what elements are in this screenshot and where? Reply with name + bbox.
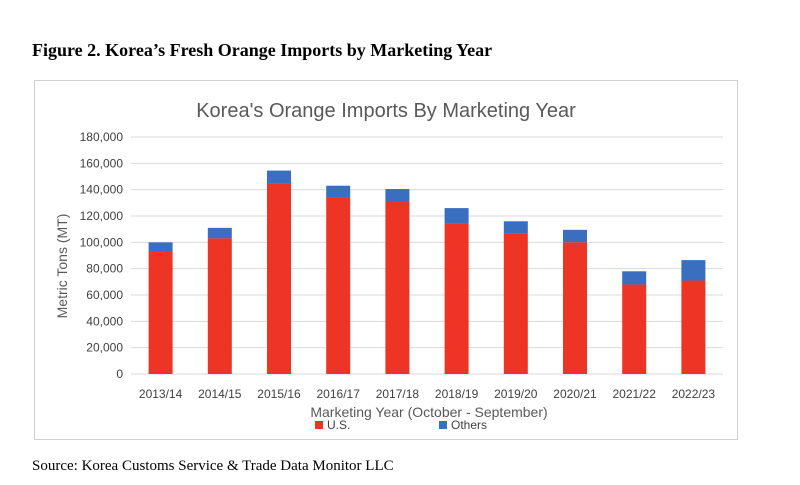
y-axis-label: Metric Tons (MT) [54, 214, 70, 319]
legend-label: Others [451, 418, 487, 432]
x-tick-label: 2022/23 [672, 387, 716, 401]
bar-others [385, 189, 410, 202]
bar-others [622, 271, 647, 285]
bar-us [503, 233, 528, 374]
bar-others [681, 260, 706, 281]
y-tick-label: 180,000 [80, 130, 124, 144]
x-tick-label: 2021/22 [613, 387, 657, 401]
bar-us [385, 201, 410, 374]
bar-us [563, 242, 587, 374]
x-tick-label: 2013/14 [139, 387, 183, 401]
y-tick-label: 80,000 [86, 262, 123, 276]
y-tick-label: 0 [116, 367, 123, 381]
figure-caption: Figure 2. Korea’s Fresh Orange Imports b… [32, 40, 493, 60]
legend-swatch [315, 421, 323, 429]
bar-us [207, 238, 232, 374]
y-tick-label: 160,000 [80, 156, 124, 170]
y-tick-label: 60,000 [86, 288, 123, 302]
bar-us [622, 284, 647, 374]
bar-us [326, 197, 351, 374]
legend: U.S. Others [315, 418, 487, 432]
bars [148, 170, 706, 374]
chart-frame: Korea's Orange Imports By Marketing Year… [34, 80, 738, 440]
x-axis-label: Marketing Year (October - September) [310, 404, 547, 420]
bar-others [148, 242, 173, 252]
x-tick-label: 2014/15 [198, 387, 242, 401]
bar-others [444, 208, 469, 224]
bar-others [563, 229, 587, 243]
x-tick-label: 2017/18 [376, 387, 420, 401]
bar-us [681, 280, 706, 374]
chart-title: Korea's Orange Imports By Marketing Year [196, 100, 576, 122]
bar-us [148, 251, 173, 374]
chart: Korea's Orange Imports By Marketing Year… [54, 100, 723, 432]
x-tick-label: 2016/17 [317, 387, 361, 401]
bar-others [267, 170, 291, 184]
x-tick-label: 2019/20 [494, 387, 538, 401]
y-tick-label: 40,000 [86, 314, 123, 328]
legend-swatch [439, 421, 447, 429]
bar-us [444, 223, 469, 374]
y-tick-label: 140,000 [80, 183, 124, 197]
legend-label: U.S. [327, 418, 350, 432]
y-tick-label: 20,000 [86, 341, 123, 355]
bar-us [267, 183, 291, 374]
x-axis-ticks: 2013/14 2014/15 2015/16 2016/17 2017/18 2018/… [139, 387, 716, 401]
bar-others [326, 185, 351, 198]
x-tick-label: 2015/16 [257, 387, 301, 401]
y-axis-ticks: 0 20,000 40,000 60,000 80,000 100,000 120,000 1… [80, 130, 124, 381]
source-note: Source: Korea Customs Service & Trade Da… [32, 458, 394, 474]
y-tick-label: 100,000 [80, 235, 124, 249]
y-tick-label: 120,000 [80, 209, 124, 223]
bar-others [207, 227, 232, 239]
x-tick-label: 2018/19 [435, 387, 479, 401]
bar-others [503, 221, 528, 234]
x-tick-label: 2020/21 [553, 387, 597, 401]
